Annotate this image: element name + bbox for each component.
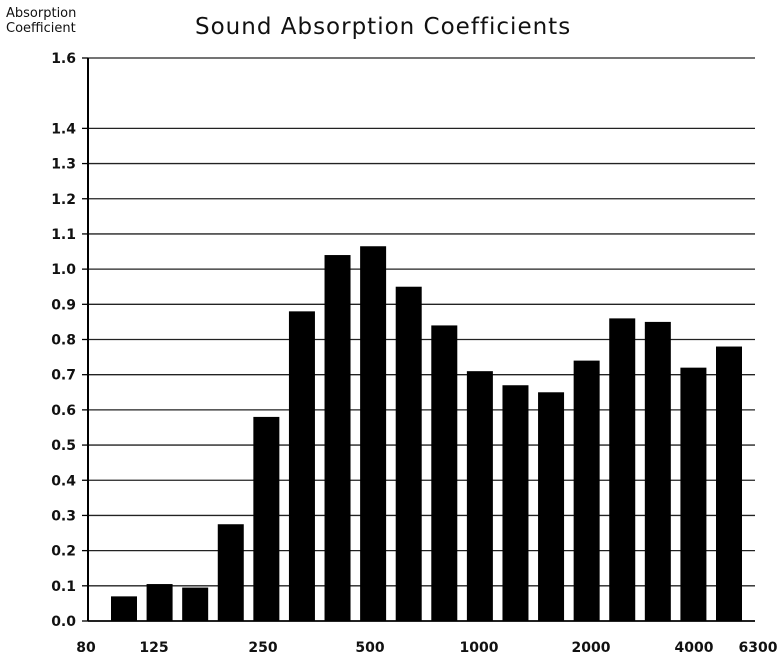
y-tick-label: 1.3 <box>51 157 76 173</box>
bar-630hz <box>395 286 422 621</box>
y-tick-label: 1.4 <box>51 121 76 137</box>
bar-1600hz <box>538 392 565 621</box>
x-tick-label: 4000 <box>675 640 714 656</box>
x-tick-label: 1000 <box>460 640 499 656</box>
y-axis-label-line-1: Absorption <box>6 6 77 21</box>
y-tick-label: 0.9 <box>51 297 76 313</box>
y-tick-label: 0.0 <box>51 614 76 630</box>
x-tick-label: 80 <box>76 640 96 656</box>
bar-125hz <box>146 584 173 621</box>
y-tick-label: 0.5 <box>51 438 76 454</box>
bar-2500hz <box>609 318 636 621</box>
chart-title: Sound Absorption Coefficients <box>195 14 572 40</box>
bar-315hz <box>288 311 315 621</box>
y-tick-label: 0.1 <box>51 579 76 595</box>
x-tick-label: 2000 <box>572 640 611 656</box>
bar-2000hz <box>573 360 600 621</box>
y-tick-label: 0.6 <box>51 403 76 419</box>
y-tick-label: 0.3 <box>51 508 76 524</box>
bar-1250hz <box>502 385 529 621</box>
y-tick-label: 1.2 <box>51 192 76 208</box>
bar-160hz <box>182 587 209 621</box>
x-tick-label: 6300 <box>739 640 778 656</box>
bar-800hz <box>431 325 458 621</box>
bar-4000hz <box>680 367 707 621</box>
x-tick-label: 250 <box>248 640 277 656</box>
y-tick-label: 1.1 <box>51 227 76 243</box>
y-tick-label: 1.6 <box>51 51 76 67</box>
y-axis-label-line-2: Coefficient <box>6 21 76 36</box>
bar-5000hz <box>716 346 742 621</box>
bar-250hz <box>253 416 280 621</box>
y-tick-label: 0.8 <box>51 333 76 349</box>
bar-400hz <box>324 255 351 622</box>
y-tick-label: 1.0 <box>51 262 76 278</box>
y-tick-label: 0.4 <box>51 473 76 489</box>
bar-500hz <box>360 246 387 622</box>
y-tick-label: 0.7 <box>51 368 76 384</box>
bar-3150hz <box>644 321 671 621</box>
x-tick-label: 125 <box>139 640 168 656</box>
bar-100hz <box>111 596 137 621</box>
bar-200hz <box>217 524 244 621</box>
bar-1000hz <box>466 371 493 621</box>
x-tick-label: 500 <box>355 640 384 656</box>
y-tick-label: 0.2 <box>51 544 76 560</box>
